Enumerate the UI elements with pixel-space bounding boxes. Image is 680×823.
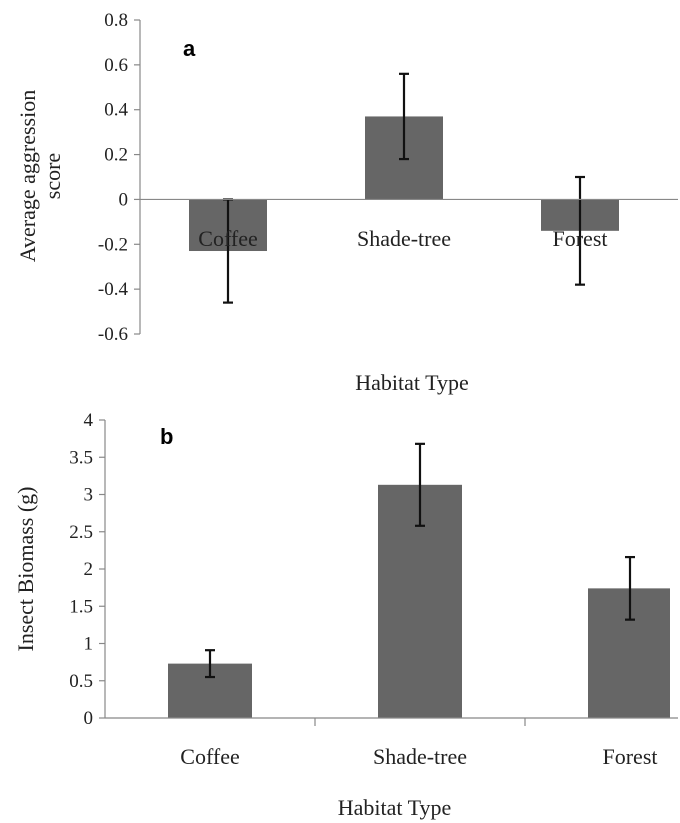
x-axis-title: Habitat Type: [338, 795, 452, 820]
panel-label: b: [160, 424, 173, 449]
x-category-label: Coffee: [180, 744, 239, 769]
x-category-label: Forest: [553, 226, 608, 251]
x-category-label: Shade-tree: [373, 744, 467, 769]
x-category-label: Shade-tree: [357, 226, 451, 251]
chart-panel-a: 0.8 0.6 0.4 0.2 0 -0.2 -0.4 -0.6 Coffee Shade-tre…: [15, 10, 678, 395]
y-tick-label: 2.5: [69, 522, 93, 543]
y-tick-label: 2: [84, 559, 94, 580]
y-tick-label: 0: [119, 189, 129, 210]
y-tick-label: 3.5: [69, 447, 93, 468]
x-axis-title: Habitat Type: [355, 370, 469, 395]
x-category-label: Coffee: [198, 226, 257, 251]
y-axis-title: Insect Biomass (g): [13, 487, 38, 652]
y-tick-label: 0.4: [104, 100, 128, 121]
chart-panel-b: 4 3.5 3 2.5 2 1.5 1 0.5 0 Coffee Shade-tree Forest H…: [13, 410, 678, 820]
y-axis-title: score: [40, 153, 65, 199]
y-tick-label: 0.6: [104, 55, 128, 76]
y-tick-label: 4: [84, 410, 94, 431]
y-tick-label: 0.2: [104, 145, 128, 166]
y-axis-title: Average aggression: [15, 90, 40, 262]
y-tick-label: -0.4: [98, 279, 129, 300]
y-tick-label: 0.5: [69, 671, 93, 692]
panel-label: a: [183, 36, 196, 61]
y-tick-label: 3: [84, 485, 94, 506]
y-tick-label: 0.8: [104, 10, 128, 31]
y-tick-label: -0.2: [98, 234, 128, 255]
x-category-label: Forest: [603, 744, 658, 769]
y-tick-label: 1: [84, 634, 94, 655]
y-tick-label: 0: [84, 708, 94, 729]
y-tick-label: 1.5: [69, 596, 93, 617]
y-tick-label: -0.6: [98, 324, 128, 345]
